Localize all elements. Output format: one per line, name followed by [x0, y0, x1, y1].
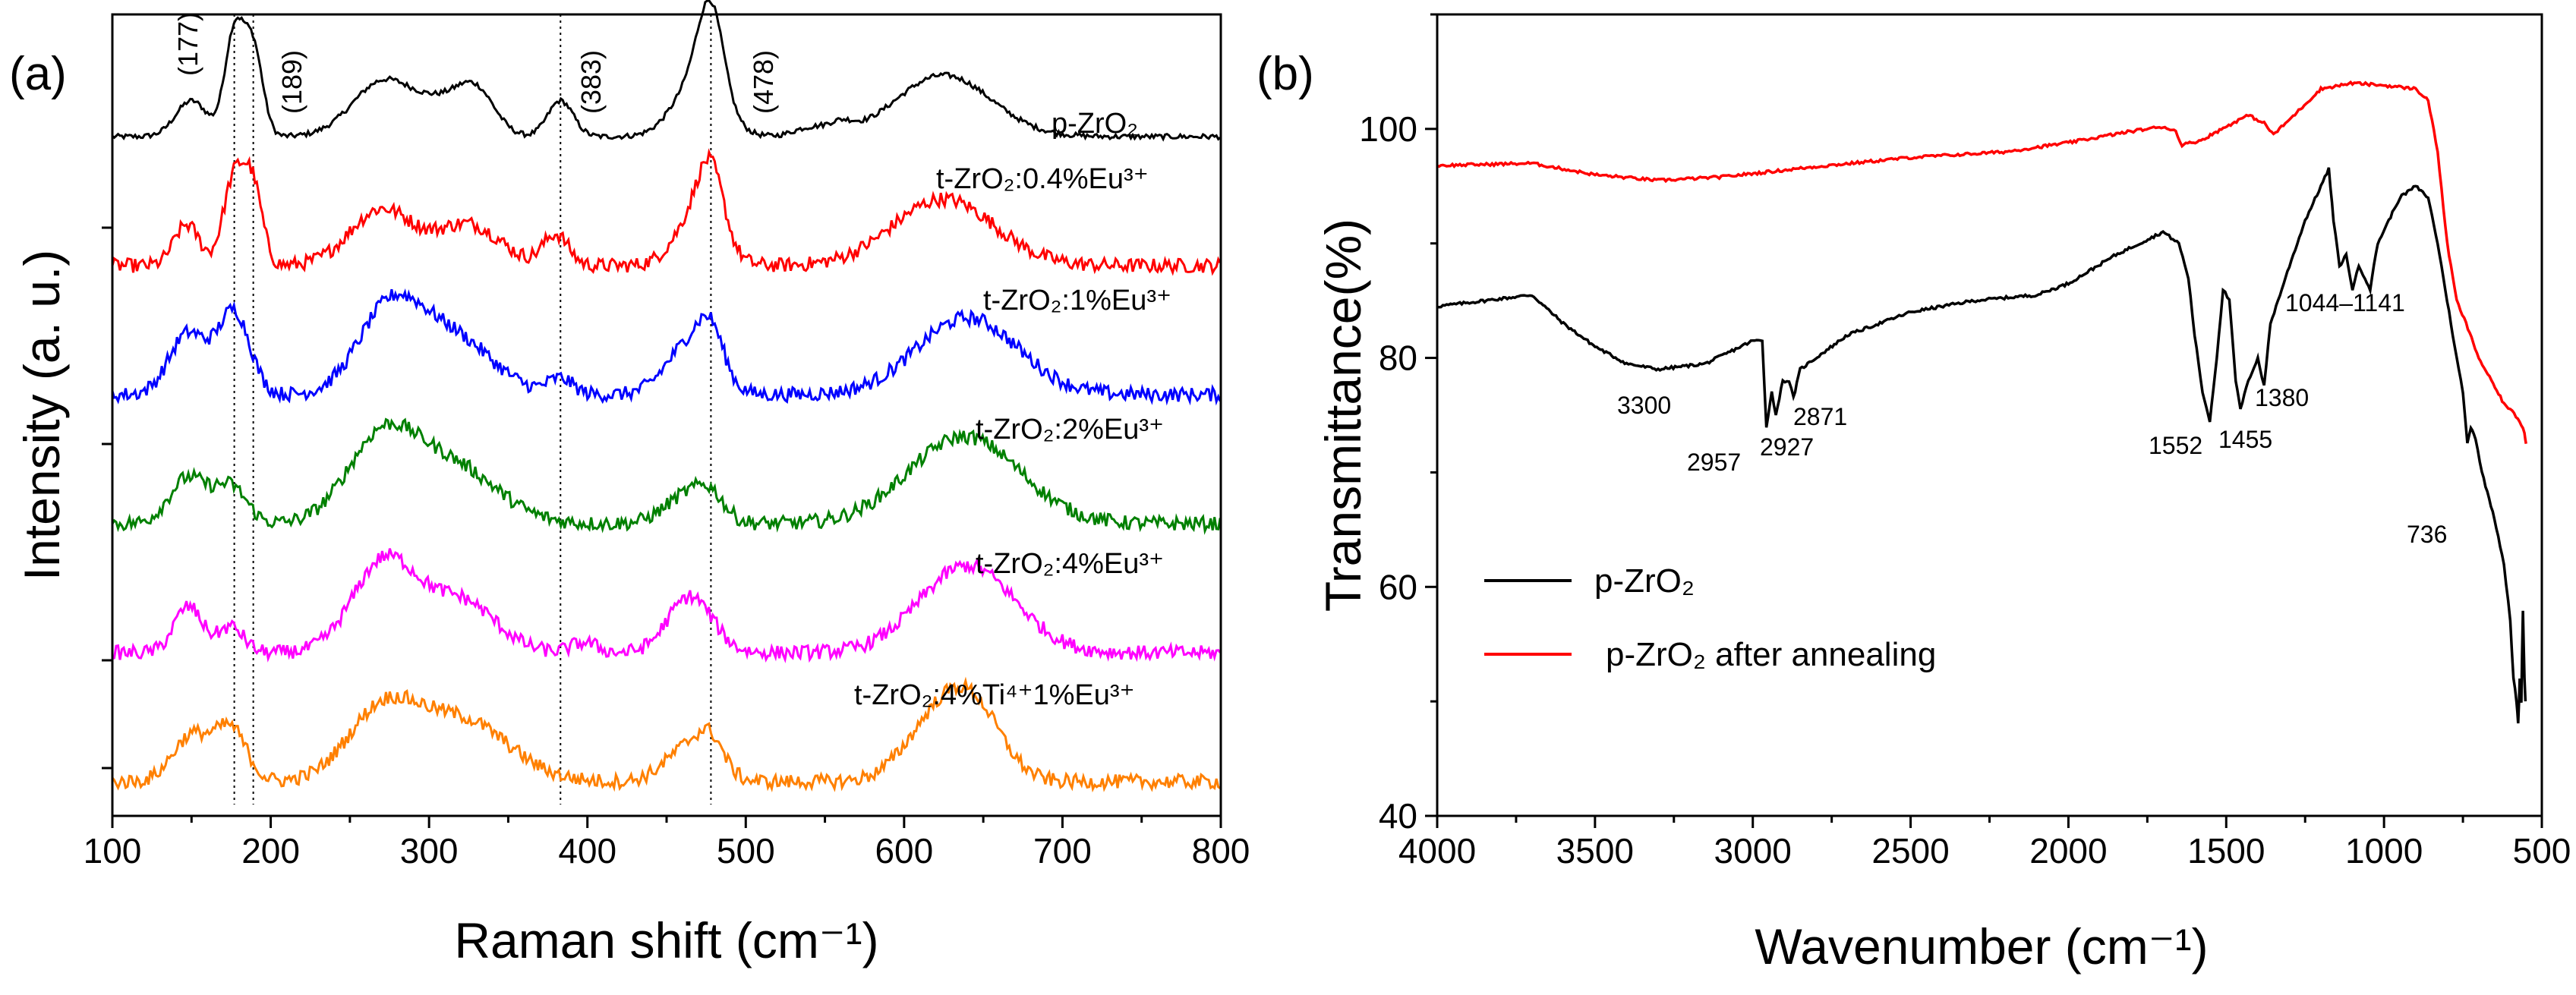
peak-label-189: (189): [276, 50, 307, 114]
legend-label-annealed: p-ZrO₂ after annealing: [1606, 636, 1936, 673]
reference-lines: [233, 14, 712, 805]
annot-736: 736: [2407, 521, 2447, 548]
raman-panel: (a) p-ZrO₂ t-ZrO₂:0.4%Eu³⁺ t-ZrO₂:1%Eu³⁺ t-…: [9, 0, 1250, 968]
x-tick-label-a-400: 400: [558, 831, 616, 871]
ftir-series-0: [1436, 167, 2527, 724]
raman-series-label-5: t-ZrO₂:4%Ti⁴⁺1%Eu³⁺: [854, 679, 1135, 711]
x-tick-label-b-1500: 1500: [2187, 831, 2265, 871]
y-tick-label-b-60: 60: [1379, 567, 1417, 606]
x-tick-label-b-1000: 1000: [2345, 831, 2423, 871]
y-tick-label-b-80: 80: [1379, 338, 1417, 378]
y-axis-title-b: Transmittance(%): [1315, 219, 1371, 612]
x-tick-label-a-500: 500: [717, 831, 775, 871]
peak-label-177: (177): [172, 12, 203, 76]
raman-series-0: [111, 0, 1222, 142]
y-axis-title-a: Intensity (a. u.): [14, 250, 70, 581]
ftir-panel: (b) 4000 3500 3000 2500 2000 1500 1000 500 40 60…: [1256, 13, 2571, 975]
legend: p-ZrO₂ p-ZrO₂ after annealing: [1484, 562, 1936, 673]
x-tick-label-a-800: 800: [1192, 831, 1250, 871]
annot-2957: 2957: [1687, 449, 1741, 476]
raman-series-label-0: p-ZrO₂: [1052, 108, 1138, 140]
x-tick-label-a-700: 700: [1033, 831, 1092, 871]
ftir-series-1: [1436, 80, 2527, 444]
raman-series-labels: p-ZrO₂ t-ZrO₂:0.4%Eu³⁺ t-ZrO₂:1%Eu³⁺ t-ZrO₂…: [854, 108, 1171, 711]
x-tick-label-a-100: 100: [84, 831, 142, 871]
x-tick-label-b-500: 500: [2513, 831, 2571, 871]
y-axis-ticks-b: 40 60 80 100: [1359, 13, 1437, 836]
x-axis-title-b: Wavenumber (cm⁻¹): [1755, 918, 2208, 975]
x-tick-label-b-3500: 3500: [1556, 831, 1634, 871]
plot-frame-b: [1436, 13, 2543, 817]
annot-1552: 1552: [2149, 432, 2202, 459]
x-axis-ticks-a: 100 200 300 400 500 600 700 800: [84, 816, 1250, 871]
annot-2927: 2927: [1760, 433, 1814, 461]
ftir-series-group: [1436, 80, 2527, 724]
raman-series-label-2: t-ZrO₂:1%Eu³⁺: [983, 285, 1171, 316]
peak-label-383: (383): [575, 50, 607, 114]
raman-series-group: [111, 0, 1222, 793]
raman-series-5: [111, 676, 1222, 793]
x-tick-label-a-600: 600: [875, 831, 933, 871]
x-tick-label-a-300: 300: [400, 831, 459, 871]
x-tick-label-a-200: 200: [241, 831, 300, 871]
raman-series-4: [112, 548, 1222, 663]
y-axis-ticks-a: [102, 226, 112, 770]
raman-series-1: [111, 148, 1222, 276]
raman-series-label-1: t-ZrO₂:0.4%Eu³⁺: [936, 163, 1149, 195]
raman-series-2: [111, 288, 1222, 406]
x-tick-label-b-3000: 3000: [1714, 831, 1792, 871]
x-tick-label-b-2500: 2500: [1871, 831, 1949, 871]
x-tick-label-b-4000: 4000: [1398, 831, 1476, 871]
panel-a-label: (a): [9, 48, 67, 100]
annot-1455: 1455: [2218, 426, 2272, 453]
legend-label-p-zro2: p-ZrO₂: [1594, 562, 1695, 600]
annot-1380: 1380: [2255, 384, 2309, 411]
raman-series-3: [111, 417, 1222, 535]
x-tick-label-b-2000: 2000: [2029, 831, 2107, 871]
raman-series-label-3: t-ZrO₂:2%Eu³⁺: [976, 414, 1164, 446]
x-axis-title-a: Raman shift (cm⁻¹): [454, 912, 878, 968]
annot-3300: 3300: [1617, 392, 1671, 419]
y-tick-label-b-100: 100: [1359, 109, 1417, 149]
annot-1044-1141: 1044–1141: [2285, 289, 2405, 316]
annot-2871: 2871: [1793, 403, 1847, 430]
y-tick-label-b-40: 40: [1379, 796, 1417, 836]
x-axis-ticks-b: 4000 3500 3000 2500 2000 1500 1000 500: [1398, 816, 2571, 871]
panel-b-label: (b): [1256, 48, 1314, 100]
peak-label-478: (478): [748, 50, 779, 114]
raman-series-label-4: t-ZrO₂:4%Eu³⁺: [976, 548, 1164, 580]
